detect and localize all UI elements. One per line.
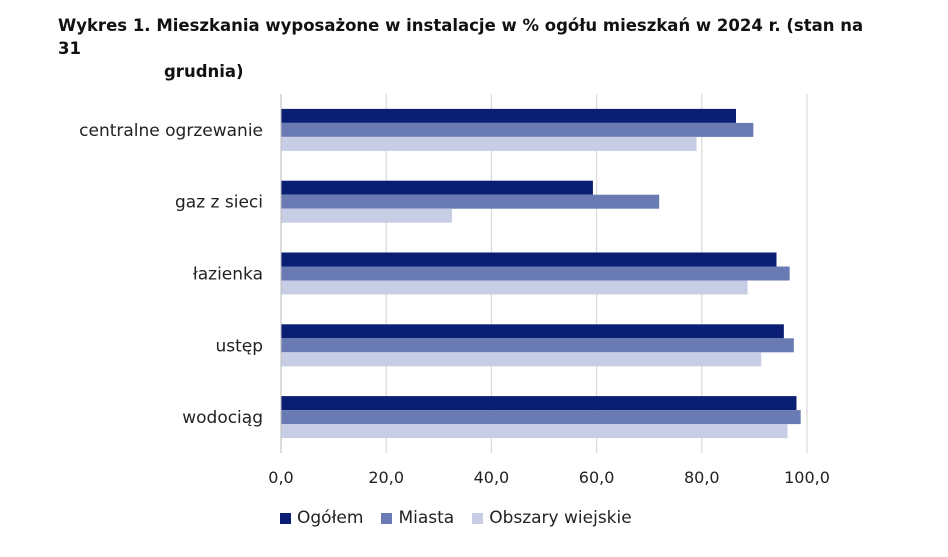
bar-obszary-wiejskie (281, 208, 452, 223)
bar-obszary-wiejskie (281, 280, 748, 295)
legend-item-miasta: Miasta (381, 508, 454, 528)
legend-swatch-obszary-wiejskie (472, 512, 484, 524)
x-tick-label: 20,0 (368, 468, 404, 487)
bar-obszary-wiejskie (281, 424, 788, 439)
bar-miasta (281, 410, 801, 425)
bar-obszary-wiejskie (281, 136, 697, 151)
bar-obszary-wiejskie (281, 352, 762, 367)
x-tick-label: 60,0 (579, 468, 615, 487)
x-tick-label: 0,0 (268, 468, 293, 487)
bar-ogółem (281, 252, 777, 267)
chart-title-line1: Wykres 1. Mieszkania wyposażone w instal… (58, 16, 864, 58)
bar-ogółem (281, 180, 593, 195)
bar-miasta (281, 338, 794, 353)
legend-label-ogolem: Ogółem (297, 508, 364, 528)
category-label: wodociąg (182, 408, 263, 428)
legend-item-obszary-wiejskie: Obszary wiejskie (472, 508, 632, 528)
chart-title: Wykres 1. Mieszkania wyposażone w instal… (58, 14, 878, 83)
category-label: centralne ogrzewanie (79, 121, 263, 141)
legend: Ogółem Miasta Obszary wiejskie (280, 508, 632, 528)
category-label: gaz z sieci (175, 193, 263, 213)
bar-miasta (281, 194, 660, 209)
category-label: ustęp (215, 336, 263, 356)
x-tick-label: 40,0 (474, 468, 510, 487)
bar-ogółem (281, 324, 784, 339)
legend-label-obszary-wiejskie: Obszary wiejskie (489, 508, 632, 528)
legend-swatch-ogolem (280, 512, 291, 524)
x-tick-label: 80,0 (684, 468, 720, 487)
bar-ogółem (281, 108, 736, 123)
x-tick-label: 100,0 (784, 468, 830, 487)
legend-swatch-miasta (381, 512, 393, 524)
category-label: łazienka (193, 265, 263, 285)
legend-item-ogolem: Ogółem (280, 508, 363, 528)
legend-label-miasta: Miasta (398, 508, 455, 528)
bar-miasta (281, 122, 754, 137)
bar-ogółem (281, 396, 797, 411)
bar-miasta (281, 266, 790, 281)
chart-title-line2: grudnia) (164, 62, 244, 81)
